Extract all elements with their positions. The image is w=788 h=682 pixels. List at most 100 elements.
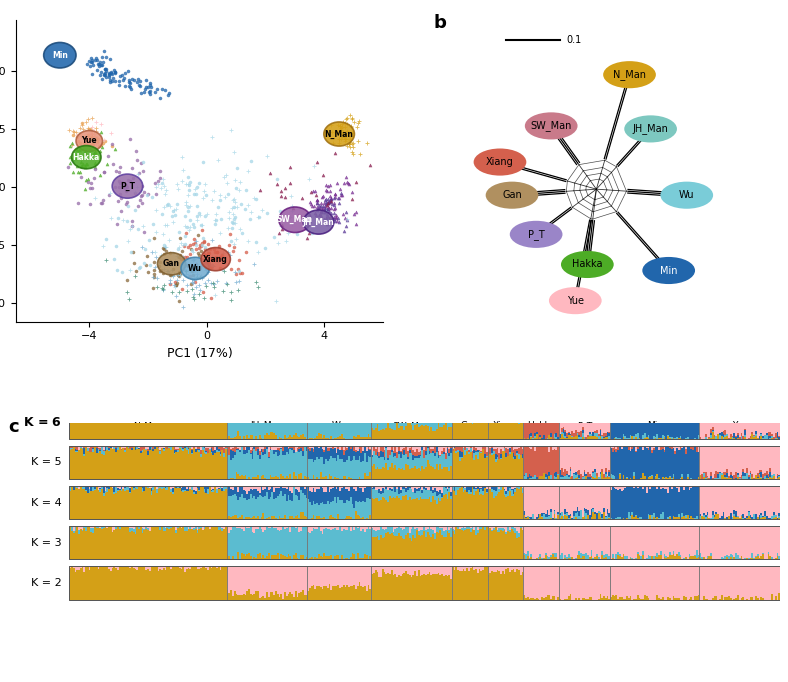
Bar [461,457,463,458]
Point [128,188,141,198]
Bar [515,486,516,488]
Bar [237,446,239,447]
Bar [389,428,391,439]
Bar [425,406,427,408]
Bar [72,413,75,439]
Bar [392,526,395,531]
Bar [251,446,254,448]
Bar [282,527,284,555]
Bar [769,446,771,468]
Bar [573,526,575,559]
Bar [343,488,344,503]
Bar [459,526,461,529]
Point [106,158,119,169]
Point [80,140,93,151]
Bar [663,409,665,436]
Bar [293,450,295,453]
Bar [248,447,250,450]
Bar [596,446,598,473]
Text: Hakka: Hakka [527,421,556,430]
Bar [247,406,248,407]
Bar [405,566,407,572]
Bar [353,436,355,439]
Bar [115,446,117,448]
Point [90,117,102,128]
Bar [96,526,98,527]
Bar [129,492,131,493]
Bar [623,566,624,599]
Bar [507,408,509,415]
Bar [271,409,273,412]
Bar [362,501,364,516]
Bar [180,486,182,488]
Bar [631,566,634,599]
Bar [690,409,692,439]
Point [88,192,101,203]
Point [350,218,362,229]
Bar [477,452,478,459]
Bar [391,533,392,559]
Bar [741,556,742,559]
Point [181,222,194,233]
Bar [500,526,502,528]
Point [286,218,299,229]
Bar [568,477,570,479]
Bar [683,490,685,516]
Bar [430,566,432,575]
Bar [121,446,122,449]
Bar [641,486,642,487]
Bar [261,451,262,476]
Bar [493,406,495,408]
Point [284,177,296,188]
Point [306,201,318,211]
Point [144,79,157,90]
Point [86,182,98,193]
Bar [591,550,593,556]
Bar [257,529,259,554]
Bar [559,526,561,554]
Bar [564,469,566,476]
Bar [665,408,667,411]
Bar [145,526,147,529]
Bar [152,446,154,447]
Bar [513,490,515,494]
Bar [282,526,284,527]
Bar [395,529,396,536]
Bar [257,475,259,479]
Bar [701,486,703,516]
Bar [575,406,577,430]
Bar [443,413,444,414]
Bar [591,526,593,550]
Bar [762,566,764,597]
Point [146,246,158,257]
Bar [692,450,694,479]
Bar [344,558,346,559]
Bar [92,533,94,559]
Bar [82,487,84,489]
Bar [430,417,432,428]
Bar [391,414,392,429]
Bar [554,434,556,438]
Bar [463,526,464,527]
Bar [96,446,98,447]
Bar [289,532,292,556]
Bar [697,526,699,554]
Bar [295,407,296,433]
Bar [373,489,375,499]
Bar [452,531,454,559]
Bar [589,406,591,408]
Bar [766,435,768,439]
Bar [261,446,262,449]
Bar [371,529,373,537]
Bar [398,406,400,413]
Point [167,270,180,281]
Point [273,206,286,217]
Bar [495,408,496,409]
Bar [529,446,530,448]
Bar [398,526,400,533]
Bar [409,539,411,559]
Point [197,186,210,197]
Bar [189,566,191,569]
Bar [180,410,182,439]
Bar [759,566,760,599]
